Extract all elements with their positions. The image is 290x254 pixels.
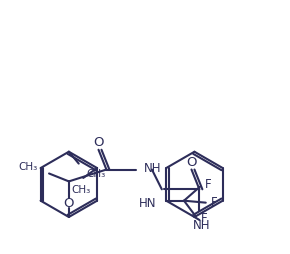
Text: HN: HN — [138, 197, 156, 210]
Text: F: F — [205, 178, 211, 191]
Text: CH₃: CH₃ — [72, 185, 91, 195]
Text: F: F — [201, 212, 207, 225]
Text: O: O — [186, 156, 197, 169]
Text: NH: NH — [193, 219, 210, 232]
Text: O: O — [93, 136, 104, 149]
Text: F: F — [211, 196, 217, 209]
Text: O: O — [64, 197, 74, 210]
Text: NH: NH — [144, 162, 162, 175]
Text: CH₃: CH₃ — [18, 162, 37, 171]
Text: CH₃: CH₃ — [87, 169, 106, 179]
